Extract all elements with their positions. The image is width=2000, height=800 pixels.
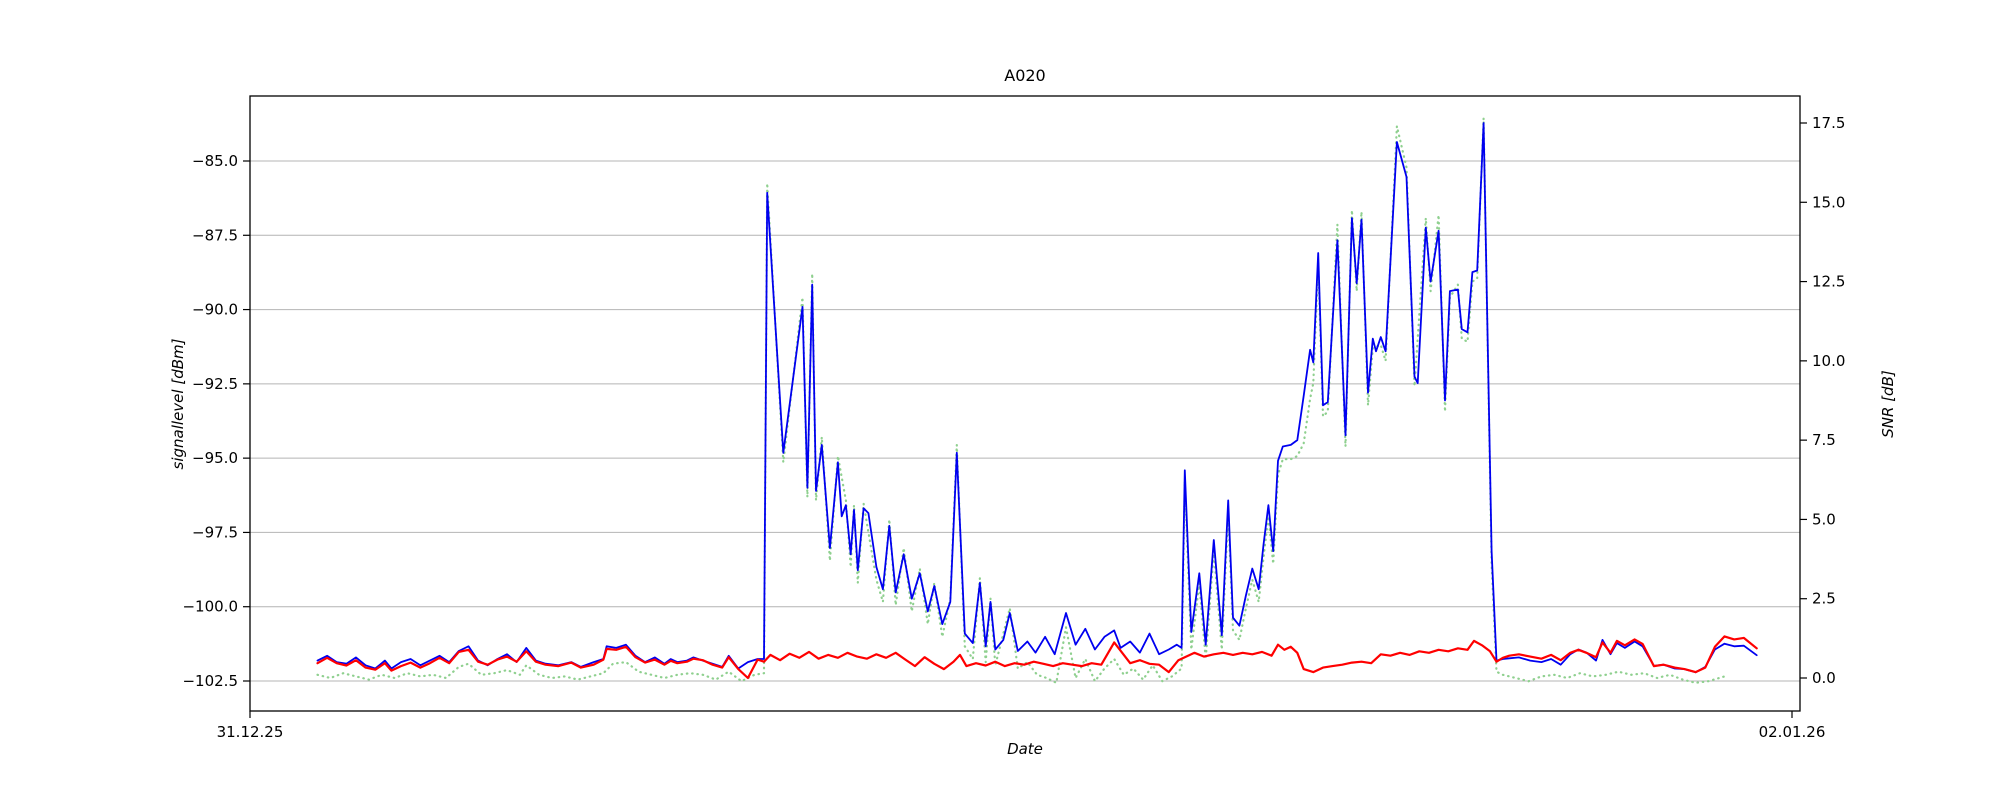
x-tick-label: 31.12.25 — [217, 723, 284, 741]
axes-frame — [249, 95, 1801, 712]
y-left-tick-label: −97.5 — [192, 523, 238, 541]
y-left-tick-label: −85.0 — [192, 152, 238, 170]
y-axis-label-right: SNR [dB] — [1879, 370, 1897, 438]
y-right-tick-label: 0.0 — [1812, 669, 1836, 687]
y-right-tick-label: 2.5 — [1812, 590, 1836, 608]
y-left-tick-label: −92.5 — [192, 375, 238, 393]
y-axis-label-left: signallevel [dBm] — [169, 338, 187, 470]
x-tick-label: 02.01.26 — [1759, 723, 1826, 741]
chart-title: A020 — [1004, 66, 1046, 85]
y-left-tick-label: −102.5 — [182, 672, 238, 690]
series-snr-raw-dotted-line — [316, 117, 1726, 684]
series-snr-line — [316, 122, 1758, 674]
y-left-tick-label: −87.5 — [192, 226, 238, 244]
y-left-tick-label: −100.0 — [182, 598, 238, 616]
y-right-tick-label: 12.5 — [1812, 273, 1845, 291]
x-axis-label: Date — [1007, 740, 1043, 758]
y-left-tick-label: −90.0 — [192, 301, 238, 319]
y-right-tick-label: 7.5 — [1812, 431, 1836, 449]
series-signallevel-line — [316, 635, 1758, 680]
y-left-tick-label: −95.0 — [192, 449, 238, 467]
y-right-tick-label: 10.0 — [1812, 352, 1845, 370]
y-right-tick-label: 5.0 — [1812, 510, 1836, 528]
y-right-tick-label: 15.0 — [1812, 193, 1845, 211]
y-right-tick-label: 17.5 — [1812, 114, 1845, 132]
